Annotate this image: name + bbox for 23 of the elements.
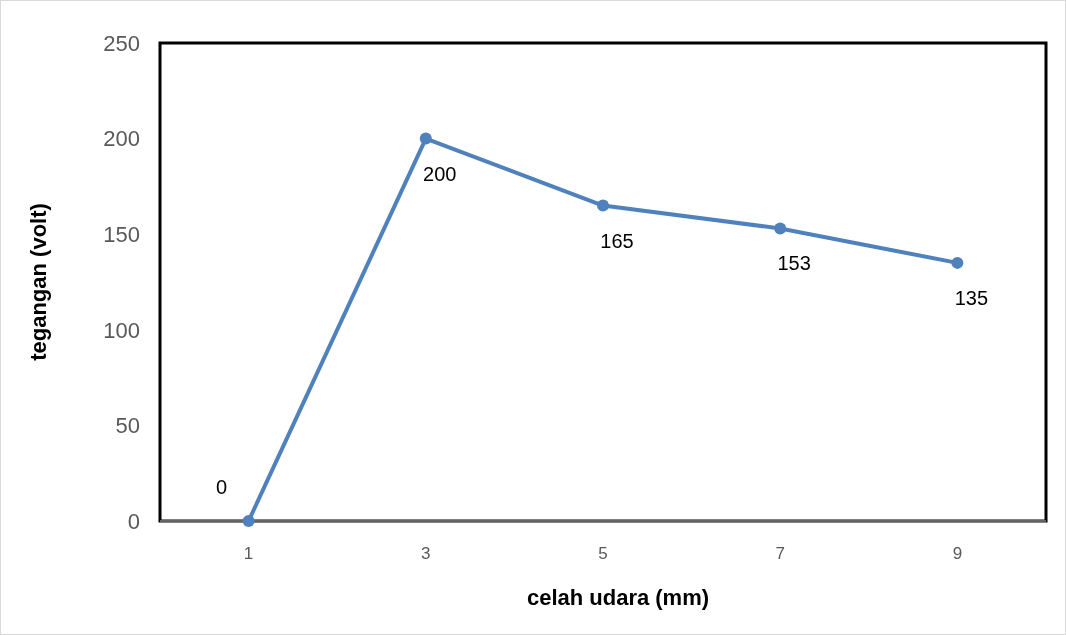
data-label: 200	[423, 162, 457, 185]
data-label: 165	[600, 229, 634, 252]
x-tick-label: 1	[243, 544, 254, 563]
y-tick-label: 200	[103, 126, 140, 152]
x-tick-label: 9	[952, 544, 963, 563]
y-axis-title: tegangan (volt)	[26, 203, 51, 361]
y-tick-label: 100	[103, 317, 140, 343]
point	[774, 222, 787, 235]
point	[419, 132, 432, 145]
data-label: 0	[216, 476, 228, 498]
point	[597, 199, 609, 212]
point	[951, 256, 964, 269]
data-label: 153	[777, 252, 811, 275]
y-tick-label: 150	[103, 221, 140, 247]
data-label: 135	[954, 286, 989, 309]
y-tick-label: 0	[127, 508, 140, 534]
y-tick-label: 250	[103, 30, 140, 56]
x-tick-label: 3	[421, 544, 431, 563]
x-tick-label: 5	[598, 544, 608, 563]
x-axis-title: celah udara (mm)	[526, 585, 710, 610]
point	[242, 515, 255, 527]
x-tick-label: 7	[775, 544, 785, 563]
y-tick-label: 50	[115, 413, 140, 439]
